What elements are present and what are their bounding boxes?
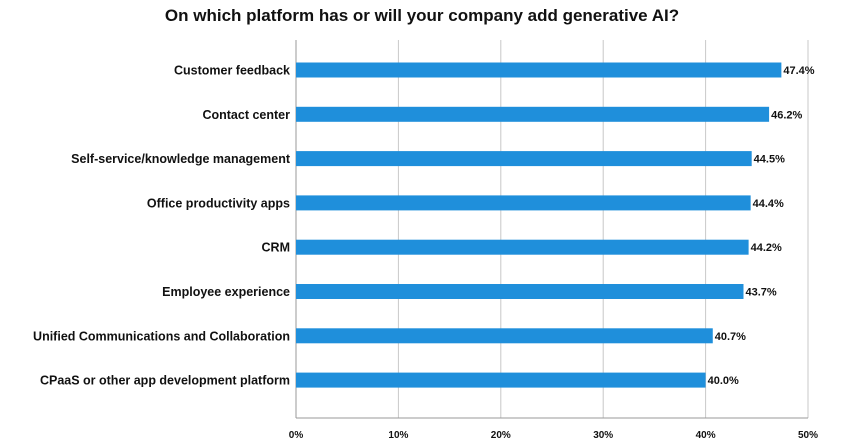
category-label: Self-service/knowledge management: [71, 152, 291, 166]
category-label: CPaaS or other app development platform: [40, 374, 290, 388]
category-label: Contact center: [202, 108, 290, 122]
bar: [296, 195, 751, 211]
gridlines: [397, 40, 809, 418]
data-label: 47.4%: [783, 65, 814, 77]
x-tick-label: 50%: [798, 430, 818, 441]
bar: [296, 151, 752, 167]
bar: [296, 239, 749, 255]
x-tick-label: 0%: [289, 430, 304, 441]
data-label: 40.7%: [715, 331, 746, 343]
x-tick-label: 20%: [491, 430, 511, 441]
data-label: 40.0%: [708, 375, 739, 387]
bar: [296, 62, 782, 78]
data-label: 46.2%: [771, 109, 802, 121]
data-label: 44.5%: [754, 154, 785, 166]
bar: [296, 284, 744, 299]
data-label: 44.4%: [753, 198, 784, 210]
bar: [296, 372, 706, 388]
category-label: CRM: [262, 241, 290, 255]
bars: [296, 62, 782, 388]
category-label: Unified Communications and Collaboration: [33, 329, 290, 343]
category-label: Customer feedback: [174, 64, 290, 78]
x-tick-label: 10%: [388, 430, 408, 441]
chart-title: On which platform has or will your compa…: [165, 6, 679, 25]
category-label: Employee experience: [162, 285, 290, 299]
data-label: 44.2%: [751, 242, 782, 254]
data-label: 43.7%: [745, 287, 776, 299]
category-label: Office productivity apps: [147, 196, 290, 210]
bar: [296, 328, 713, 344]
bar: [296, 106, 770, 122]
x-tick-label: 30%: [593, 430, 613, 441]
x-tick-label: 40%: [696, 430, 716, 441]
labels: 0% 10% 20% 30% 40% 50% Customer feedback 47.4% C…: [33, 64, 818, 442]
axes: [295, 40, 808, 419]
